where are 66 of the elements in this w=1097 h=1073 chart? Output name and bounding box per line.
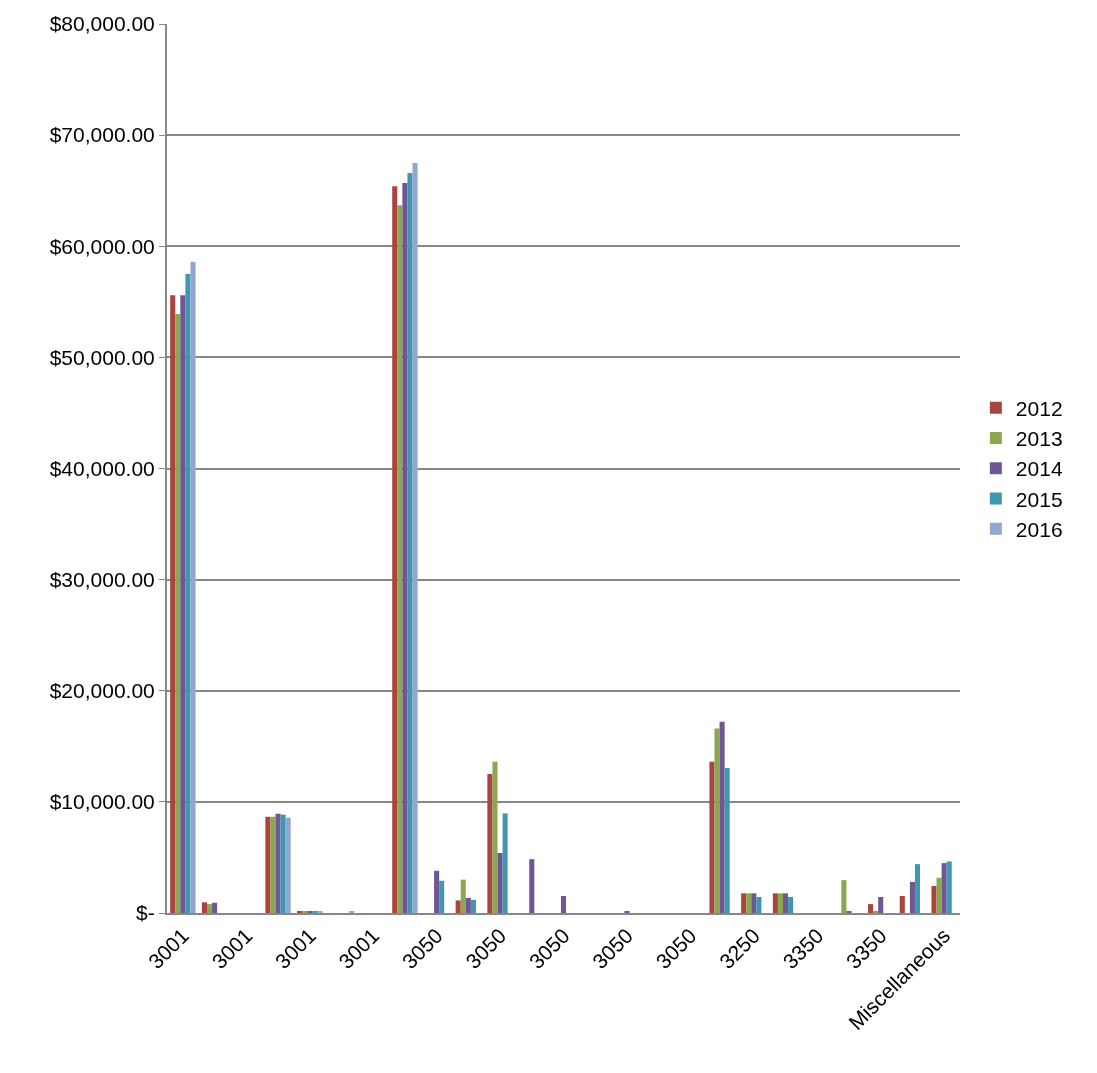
bar <box>285 817 291 913</box>
legend-label: 2013 <box>1015 427 1063 451</box>
y-tick-label: $30,000.00 <box>49 567 155 591</box>
bar <box>914 864 921 913</box>
bar <box>212 902 218 913</box>
bar <box>265 816 271 913</box>
y-tick-label: $- <box>136 901 155 925</box>
bar <box>724 767 730 913</box>
bar <box>412 162 418 913</box>
bar <box>714 728 720 913</box>
bar <box>756 897 762 913</box>
y-tick-label: $80,000.00 <box>49 12 155 36</box>
y-tick-label: $10,000.00 <box>49 790 155 814</box>
bar <box>936 877 942 913</box>
bar <box>719 721 725 913</box>
bar <box>175 314 181 913</box>
legend-label: 2014 <box>1015 457 1063 481</box>
bar <box>741 893 747 913</box>
bar <box>492 761 498 913</box>
bar <box>201 902 207 913</box>
bar <box>392 186 398 913</box>
bar <box>946 861 952 913</box>
bar <box>560 896 567 913</box>
bar <box>460 879 466 913</box>
bar <box>407 172 413 913</box>
bar <box>841 880 847 913</box>
bar <box>402 182 408 913</box>
bar <box>190 261 196 913</box>
bar <box>170 295 176 913</box>
y-tick-label: $50,000.00 <box>49 345 155 369</box>
bar <box>909 881 915 913</box>
bar <box>487 774 493 913</box>
y-tick-label: $60,000.00 <box>49 234 155 258</box>
bar <box>783 893 789 913</box>
bar <box>206 904 213 913</box>
y-tick-label: $20,000.00 <box>49 679 155 703</box>
bar <box>470 899 476 913</box>
bar <box>434 870 440 913</box>
bar <box>280 814 286 913</box>
y-tick-label: $40,000.00 <box>49 456 155 480</box>
bar <box>941 863 947 913</box>
y-tick-label: $70,000.00 <box>49 123 155 147</box>
legend-label: 2012 <box>1015 396 1063 420</box>
bar <box>497 852 503 913</box>
bar <box>185 274 191 913</box>
bar <box>788 897 794 913</box>
bar <box>772 893 778 913</box>
bar <box>465 897 471 913</box>
bar <box>502 813 508 913</box>
legend-label: 2016 <box>1015 518 1063 542</box>
bar <box>270 816 276 913</box>
bar <box>455 900 461 913</box>
bar <box>931 886 937 913</box>
bar <box>746 893 752 913</box>
bar <box>751 893 757 913</box>
bar <box>439 880 445 913</box>
bar <box>868 904 874 913</box>
bar <box>899 896 905 913</box>
bar <box>275 813 281 913</box>
bar <box>397 205 403 913</box>
bar <box>878 897 884 913</box>
bar <box>709 761 715 913</box>
legend-label: 2015 <box>1015 487 1063 511</box>
bar <box>777 893 783 913</box>
bar <box>180 295 186 913</box>
bar <box>529 859 535 913</box>
